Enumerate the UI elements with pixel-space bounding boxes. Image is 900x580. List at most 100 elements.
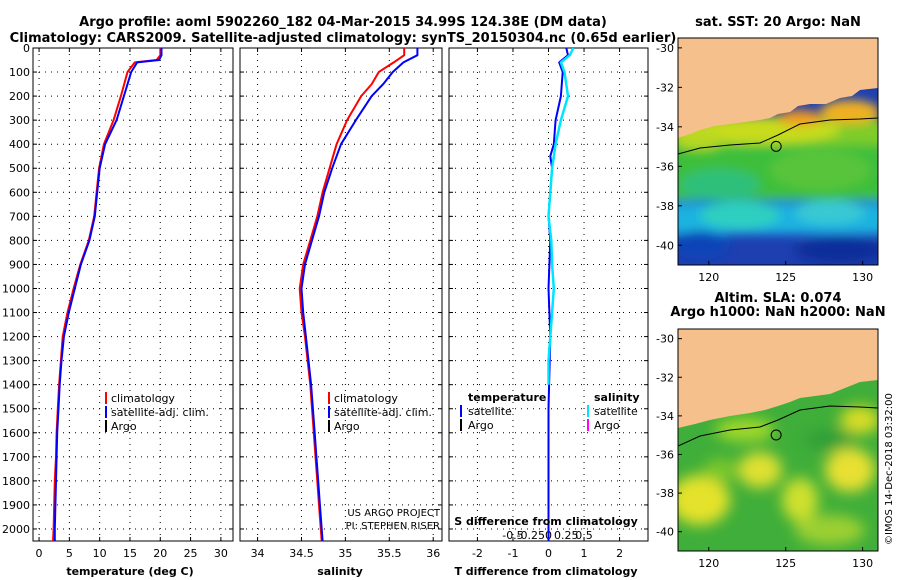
depth-tick-label: 100 <box>9 66 30 79</box>
salinity-series <box>298 48 419 541</box>
x-tick-label: 25 <box>184 547 198 560</box>
temperature-panel: 0100200300400500600700800900100011001200… <box>2 42 234 578</box>
project-credit: US ARGO PROJECT <box>347 508 441 519</box>
x-tick-label: 5 <box>66 547 73 560</box>
s-diff-tick-label: -0.5 <box>502 529 523 542</box>
salinity-axis-label: salinity <box>317 565 363 578</box>
depth-tick-label: 900 <box>9 258 30 271</box>
depth-tick-label: 700 <box>9 210 30 223</box>
depth-tick-label: 800 <box>9 234 30 247</box>
x-tick-label: -2 <box>472 547 483 560</box>
x-tick-label: 0 <box>545 547 552 560</box>
pi-credit: PI: STEPHEN RISER <box>346 521 440 532</box>
sst-map-axes: 120 125 130 -30 -32 -34 -36 -38 -40 <box>656 42 873 284</box>
difference-panel: -2 -1 0 1 2 -0.5-0.25 0 0.250.5 T difference f… <box>448 47 649 578</box>
depth-tick-label: 1400 <box>2 379 30 392</box>
sst-map-frame <box>677 37 879 266</box>
salinity-axis: 34 34.5 35 35.5 36 <box>251 48 440 560</box>
map-lat-label: -34 <box>656 410 674 423</box>
map-lat-label: -30 <box>656 42 674 55</box>
x-tick-label: -1 <box>507 547 518 560</box>
depth-tick-label: 1200 <box>2 331 30 344</box>
salinity-legend: climatology satellite-adj. clim. Argo <box>328 392 432 433</box>
sst-map: sat. SST: 20 Argo: NaN <box>656 15 879 284</box>
depth-tick-label: 1500 <box>2 403 30 416</box>
map-lat-label: -40 <box>656 526 674 539</box>
sla-field <box>678 406 878 545</box>
map-lat-label: -36 <box>656 160 674 173</box>
legend-label-argo: Argo <box>111 420 137 433</box>
difference-legend-temperature: temperature satellite Argo <box>460 391 546 432</box>
x-tick-label: 2 <box>616 547 623 560</box>
depth-tick-label: 1900 <box>2 499 30 512</box>
legend-label-t-satellite: satellite <box>468 405 512 418</box>
map-lon-label: 125 <box>775 271 796 284</box>
map-lat-label: -34 <box>656 121 674 134</box>
map-lat-label: -32 <box>656 81 674 94</box>
legend-label-satellite: satellite-adj. clim. <box>111 406 209 419</box>
sla-map: Altim. SLA: 0.074 Argo h1000: NaN h2000:… <box>656 291 886 570</box>
map-lon-label: 125 <box>775 557 796 570</box>
x-tick-label: 10 <box>93 547 107 560</box>
temperature-grid <box>33 48 233 541</box>
title-line-2: Climatology: CARS2009. Satellite-adjuste… <box>10 31 677 46</box>
x-tick-label: 36 <box>426 547 440 560</box>
depth-tick-label: 1300 <box>2 355 30 368</box>
salinity-panel: 34 34.5 35 35.5 36 salinity climatology sate… <box>239 47 443 578</box>
map-lat-label: -38 <box>656 487 674 500</box>
x-tick-label: 35.5 <box>377 547 402 560</box>
legend-label-s-satellite: satellite <box>594 405 638 418</box>
x-tick-label: 20 <box>153 547 167 560</box>
depth-tick-label: 600 <box>9 186 30 199</box>
s-diff-tick-label: -0.25 <box>516 529 544 542</box>
series-line-satellite-adj-clim- <box>300 48 419 541</box>
sst-map-title: sat. SST: 20 Argo: NaN <box>695 15 861 30</box>
map-lat-label: -32 <box>656 371 674 384</box>
salinity-grid <box>240 47 442 541</box>
temperature-series <box>52 48 163 541</box>
legend-label-t-argo: Argo <box>468 419 494 432</box>
s-diff-tick-label: 0.25 <box>554 529 579 542</box>
temperature-legend: climatology satellite-adj. clim. Argo <box>105 392 209 433</box>
depth-tick-label: 1100 <box>2 307 30 320</box>
depth-tick-label: 1000 <box>2 282 30 295</box>
salinity-plot-frame <box>239 47 443 542</box>
temperature-plot-frame <box>32 47 234 542</box>
map-lon-label: 120 <box>698 557 719 570</box>
sla-map-frame <box>677 328 879 552</box>
x-tick-label: 15 <box>123 547 137 560</box>
sst-field <box>678 100 878 264</box>
depth-tick-label: 400 <box>9 138 30 151</box>
sst-land <box>678 38 878 138</box>
map-lat-label: -30 <box>656 333 674 346</box>
x-tick-label: 34.5 <box>289 547 314 560</box>
depth-tick-label: 500 <box>9 162 30 175</box>
depth-tick-label: 1800 <box>2 475 30 488</box>
legend-label-climatology: climatology <box>111 392 175 405</box>
x-tick-label: 34 <box>251 547 265 560</box>
map-lat-label: -36 <box>656 448 674 461</box>
sst-argo-marker <box>770 140 782 152</box>
map-lat-label: -40 <box>656 239 674 252</box>
depth-axis: 0 100 200 300 400 500 600 700 800 900 1000 1100 1200… <box>2 42 233 536</box>
sla-map-axes: 120 125 130 -30 -32 -34 -36 -38 -40 <box>656 333 873 570</box>
legend-label-s-argo: Argo <box>594 419 620 432</box>
legend-label-argo: Argo <box>334 420 360 433</box>
series-line-salinity-satellite <box>547 48 575 385</box>
t-difference-axis: -2 -1 0 1 2 <box>472 48 623 560</box>
x-tick-label: 30 <box>214 547 228 560</box>
depth-tick-label: 0 <box>23 42 30 55</box>
depth-tick-label: 2000 <box>2 523 30 536</box>
legend-title-salinity: salinity <box>594 391 640 404</box>
sla-argo-marker <box>770 429 782 441</box>
x-tick-label: 35 <box>338 547 352 560</box>
depth-tick-label: 300 <box>9 114 30 127</box>
sla-contour <box>678 405 878 447</box>
series-line-satellite-adj-clim- <box>53 48 163 541</box>
legend-label-satellite: satellite-adj. clim. <box>334 406 432 419</box>
temperature-axis: 0 5 10 15 20 25 30 <box>36 48 228 560</box>
map-lon-label: 130 <box>852 557 873 570</box>
legend-label-climatology: climatology <box>334 392 398 405</box>
sla-land <box>678 329 878 428</box>
